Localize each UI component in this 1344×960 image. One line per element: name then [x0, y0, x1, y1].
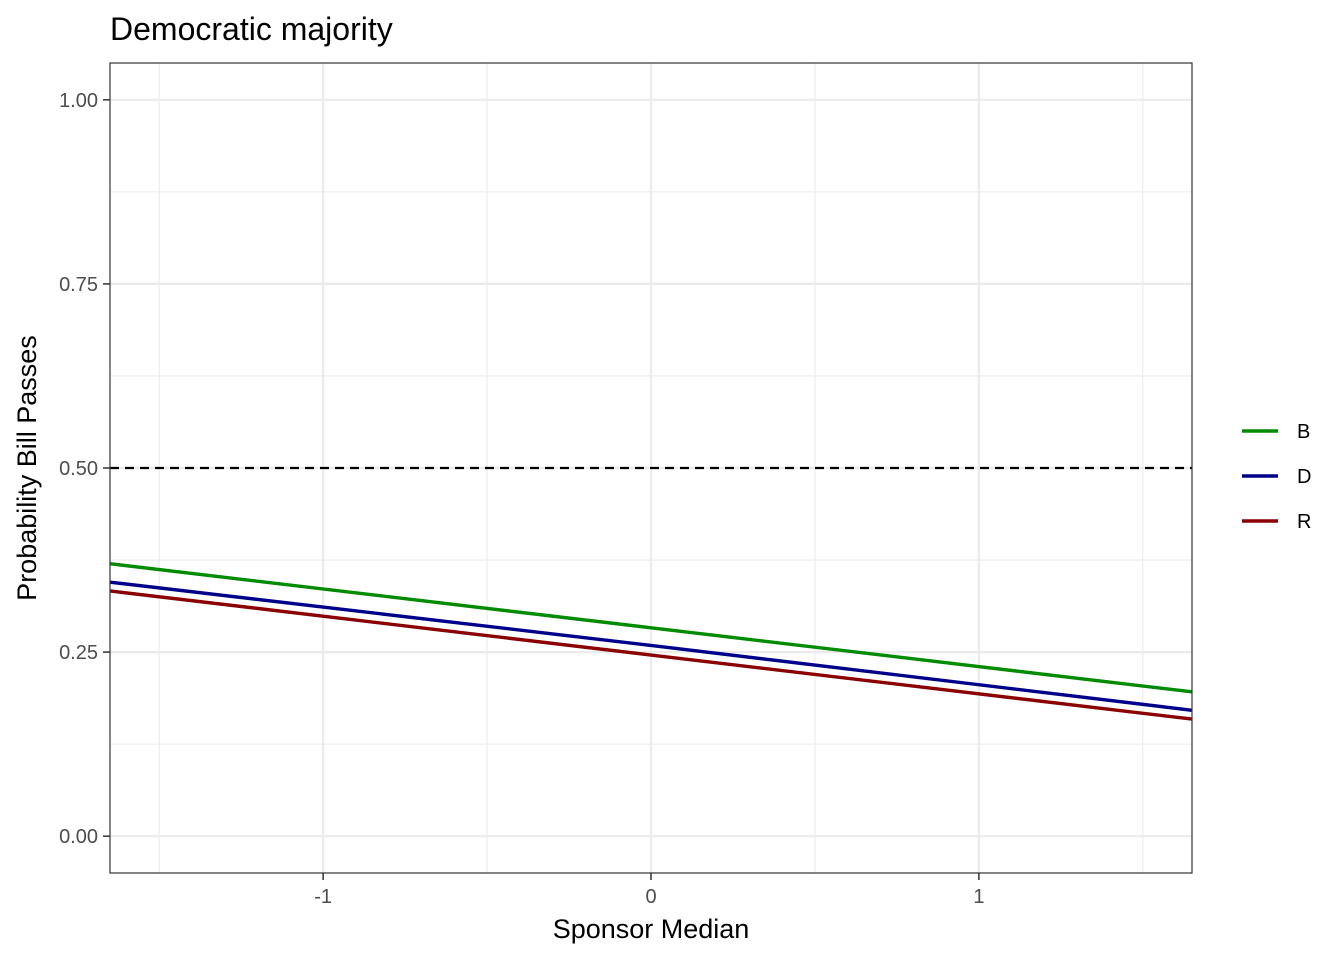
y-tick-label: 1.00: [59, 90, 98, 112]
x-tick-label: 0: [645, 886, 656, 908]
x-axis-title: Sponsor Median: [553, 914, 750, 944]
legend-label-B: B: [1297, 421, 1310, 443]
x-axis: -1 0 1: [314, 873, 984, 908]
y-axis: 0.00 0.25 0.50 0.75 1.00: [59, 90, 110, 848]
legend-label-R: R: [1297, 511, 1311, 533]
grid-major: [110, 63, 1192, 873]
y-tick-label: 0.25: [59, 642, 98, 664]
x-tick-label: -1: [314, 886, 332, 908]
y-tick-label: 0.00: [59, 826, 98, 848]
series-lines: [109, 562, 1193, 721]
x-tick-label: 1: [973, 886, 984, 908]
y-axis-title: Probability Bill Passes: [12, 335, 42, 601]
series-line-R: [109, 589, 1193, 721]
series-line-D: [109, 580, 1193, 712]
y-tick-label: 0.75: [59, 274, 98, 296]
legend: B D R: [1242, 421, 1311, 533]
chart-title: Democratic majority: [110, 11, 393, 47]
y-tick-label: 0.50: [59, 458, 98, 480]
legend-label-D: D: [1297, 466, 1311, 488]
series-line-B: [109, 562, 1193, 694]
